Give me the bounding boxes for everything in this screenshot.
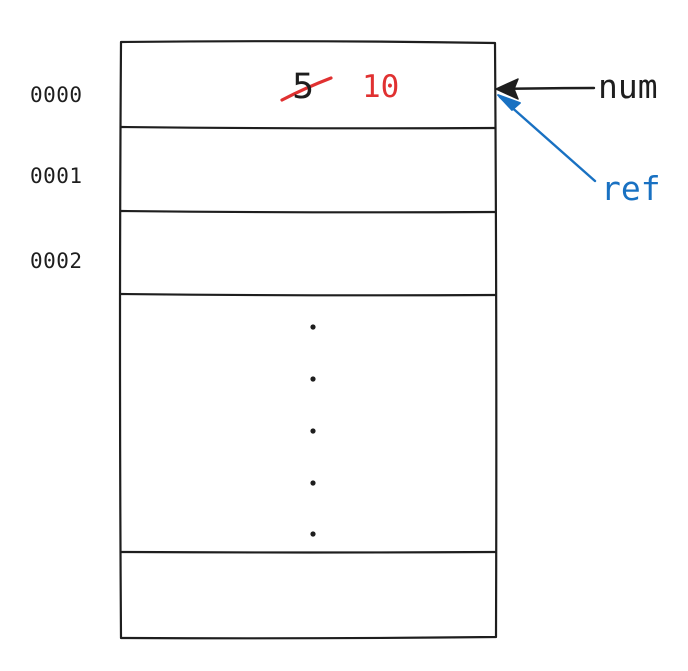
strike-line: [280, 76, 333, 102]
ellipsis-dot: [310, 428, 316, 434]
row-divider-3: [120, 292, 497, 297]
ellipsis-dot: [310, 480, 316, 486]
address-label-0002: 0002: [30, 249, 83, 273]
ellipsis-dot: [310, 324, 316, 330]
ellipsis-dot: [310, 531, 316, 537]
num-arrow-head: [495, 78, 519, 100]
ref-arrow-line: [498, 95, 597, 183]
new-value: 10: [362, 69, 400, 105]
ellipsis-dot: [310, 376, 316, 382]
row-divider-2: [120, 209, 497, 214]
num-pointer-label: num: [598, 67, 658, 106]
ref-pointer-label: ref: [601, 169, 661, 208]
row-divider-1: [120, 125, 497, 130]
ref-arrow-head: [497, 94, 521, 111]
row-divider-4: [120, 550, 497, 554]
old-value: 5: [292, 67, 315, 107]
address-label-0000: 0000: [30, 83, 83, 107]
memory-block-outline: [118, 40, 498, 640]
address-label-0001: 0001: [30, 164, 83, 188]
